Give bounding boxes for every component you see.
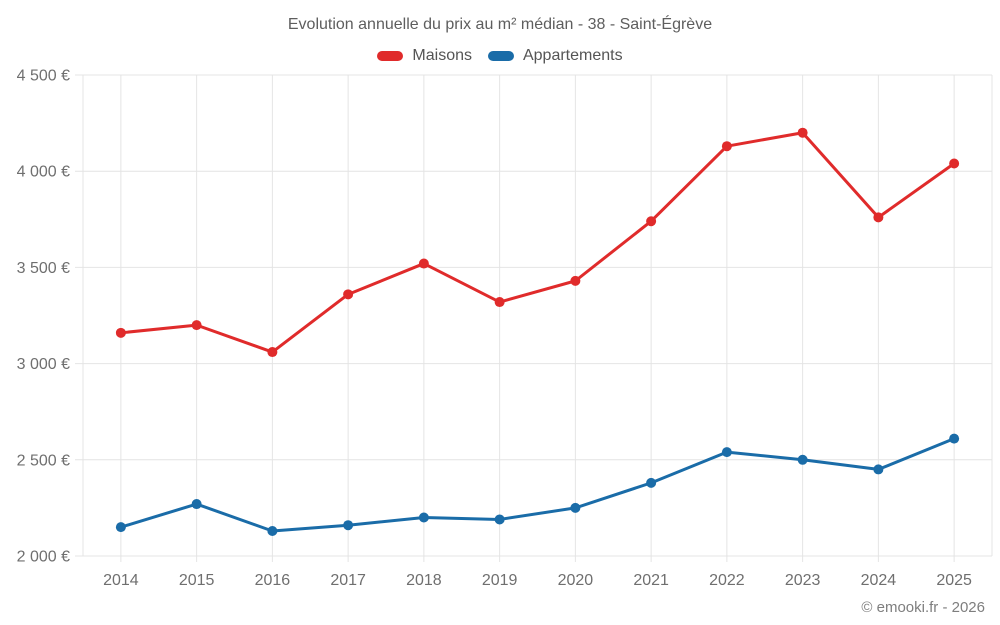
data-point-appartements-2019[interactable] (494, 514, 505, 525)
data-point-maisons-2020[interactable] (570, 275, 581, 286)
x-tick-label: 2025 (936, 572, 972, 589)
data-point-appartements-2021[interactable] (646, 477, 657, 488)
x-tick-label: 2015 (179, 572, 215, 589)
legend-item-appartements[interactable]: Appartements (487, 47, 623, 65)
x-tick-label: 2021 (633, 572, 669, 589)
appartements-swatch-icon (487, 51, 514, 61)
x-tick-label: 2022 (709, 572, 745, 589)
x-tick-label: 2024 (861, 572, 897, 589)
chart-title: Evolution annuelle du prix au m² médian … (287, 16, 713, 33)
data-point-maisons-2018[interactable] (418, 258, 429, 269)
data-point-appartements-2018[interactable] (418, 512, 429, 523)
x-tick-label: 2014 (103, 572, 139, 589)
y-tick-label: 3 000 € (17, 356, 70, 373)
data-point-appartements-2017[interactable] (343, 520, 354, 531)
data-point-appartements-2022[interactable] (721, 447, 732, 458)
series-line-maisons (119, 131, 956, 354)
data-point-appartements-2014[interactable] (115, 522, 126, 533)
y-tick-label: 4 000 € (17, 164, 70, 181)
y-tick-label: 3 500 € (17, 260, 70, 277)
data-point-appartements-2024[interactable] (873, 464, 884, 475)
series-line-appartements (119, 437, 956, 533)
data-point-maisons-2015[interactable] (191, 320, 202, 331)
x-tick-label: 2020 (558, 572, 594, 589)
y-tick-label: 4 500 € (17, 68, 70, 85)
data-point-appartements-2025[interactable] (949, 433, 960, 444)
legend-label-maisons: Maisons (412, 47, 472, 64)
data-point-appartements-2020[interactable] (570, 502, 581, 513)
data-point-appartements-2015[interactable] (191, 499, 202, 510)
data-point-maisons-2024[interactable] (873, 212, 884, 223)
data-point-maisons-2016[interactable] (267, 347, 278, 358)
data-point-maisons-2017[interactable] (343, 289, 354, 300)
x-tick-label: 2023 (785, 572, 821, 589)
y-tick-label: 2 000 € (17, 549, 70, 566)
data-point-maisons-2019[interactable] (494, 297, 505, 308)
data-point-maisons-2021[interactable] (646, 216, 657, 227)
x-tick-label: 2016 (255, 572, 291, 589)
legend-item-maisons[interactable]: Maisons (377, 47, 472, 65)
legend-label-appartements: Appartements (522, 47, 623, 64)
chart-legend: Maisons Appartements (0, 45, 1000, 67)
data-point-appartements-2023[interactable] (797, 454, 808, 465)
data-point-maisons-2014[interactable] (115, 327, 126, 338)
x-tick-label: 2018 (406, 572, 442, 589)
data-point-maisons-2022[interactable] (721, 141, 732, 152)
maisons-swatch-icon (377, 51, 404, 61)
y-tick-label: 2 500 € (17, 452, 70, 469)
data-point-maisons-2023[interactable] (797, 127, 808, 138)
data-point-maisons-2025[interactable] (949, 158, 960, 169)
x-tick-label: 2017 (330, 572, 366, 589)
copyright-text: © emooki.fr - 2026 (861, 599, 985, 616)
x-tick-label: 2019 (482, 572, 518, 589)
data-point-appartements-2016[interactable] (267, 525, 278, 536)
